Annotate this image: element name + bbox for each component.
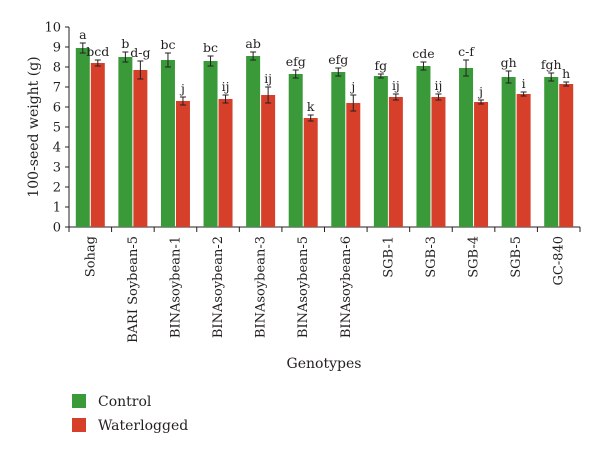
significance-label: h (562, 66, 570, 81)
y-tick-label: 9 (53, 41, 61, 56)
bar-waterlogged (431, 97, 446, 227)
significance-label: bcd (86, 44, 109, 59)
significance-label: ab (245, 36, 260, 51)
legend: Control Waterlogged (72, 394, 188, 434)
bar-control (118, 57, 133, 227)
legend-swatch-control (72, 394, 86, 408)
x-tick-label: GC-840 (552, 236, 567, 286)
significance-label: j (349, 79, 355, 94)
significance-label: efg (328, 52, 348, 67)
bar-control (331, 72, 346, 227)
x-tick-label: BINAsoybean-2 (211, 236, 226, 338)
significance-label: fgh (541, 57, 562, 72)
significance-label: j (179, 81, 185, 96)
significance-label: fg (375, 58, 388, 73)
y-tick-label: 5 (53, 121, 61, 136)
x-tick-label: BINAsoybean-1 (168, 236, 183, 338)
significance-label: efg (286, 54, 306, 69)
significance-label: b (121, 36, 129, 51)
significance-label: ij (264, 71, 272, 86)
y-axis: 0 1 2 3 4 5 6 7 8 9 10 (44, 21, 70, 236)
y-tick-label: 8 (53, 61, 61, 76)
x-tick-label: SGB-1 (381, 236, 396, 278)
x-tick-label: BINAsoybean-5 (296, 236, 311, 338)
legend-label-control: Control (98, 394, 152, 410)
bar-waterlogged (90, 63, 105, 227)
bar-waterlogged (303, 118, 318, 227)
x-tick-label: BINAsoybean-3 (254, 236, 269, 338)
x-tick-label: Sohag (83, 236, 98, 277)
significance-label: bc (203, 40, 218, 55)
significance-label: ij (222, 79, 230, 94)
bar-control (544, 77, 559, 227)
x-tick-label: BARI Soybean-5 (126, 236, 141, 343)
significance-label: bc (160, 37, 175, 52)
significance-label: gh (501, 55, 517, 70)
x-tick-label: BINAsoybean-6 (339, 236, 354, 338)
bar-control (246, 56, 261, 227)
bar-control (75, 48, 90, 227)
significance-label: cde (412, 46, 434, 61)
bar-waterlogged (346, 103, 361, 227)
y-tick-label: 0 (53, 221, 61, 236)
y-tick-label: 7 (53, 81, 61, 96)
y-tick-label: 1 (53, 201, 61, 216)
bar-waterlogged (175, 101, 190, 227)
significance-label: a (79, 27, 87, 42)
bar-waterlogged (388, 97, 403, 227)
x-axis-title: Genotypes (287, 356, 362, 372)
bar-control (373, 76, 388, 227)
x-tick-label: SGB-4 (467, 236, 482, 278)
y-tick-label: 3 (53, 161, 61, 176)
significance-label: ij (435, 78, 443, 93)
significance-label: j (477, 84, 483, 99)
significance-label: k (307, 99, 315, 114)
bar-waterlogged (559, 84, 574, 227)
y-tick-label: 2 (53, 181, 61, 196)
bar-waterlogged (474, 102, 489, 227)
bar-control (459, 68, 474, 227)
bar-waterlogged (261, 95, 276, 227)
bar-waterlogged (516, 94, 531, 227)
significance-label: d-g (130, 45, 150, 60)
x-tick-label: SGB-3 (424, 236, 439, 278)
y-tick-label: 6 (53, 101, 61, 116)
bar-control (160, 60, 175, 227)
significance-label: c-f (458, 44, 475, 59)
y-tick-label: 10 (44, 21, 61, 36)
bar-control (288, 74, 303, 227)
bar-waterlogged (133, 70, 148, 227)
bar-control (416, 66, 431, 227)
bar-control (501, 77, 516, 227)
significance-label: ij (392, 78, 400, 93)
legend-label-waterlogged: Waterlogged (98, 418, 188, 434)
significance-label: i (522, 76, 526, 91)
bar-control (203, 61, 218, 227)
y-axis-title: 100-seed weight (g) (26, 56, 42, 197)
bar-waterlogged (218, 99, 233, 227)
legend-swatch-waterlogged (72, 418, 86, 432)
x-axis: Sohag BARI Soybean-5 BINAsoybean-1 BINAsoyb… (68, 226, 581, 343)
y-tick-label: 4 (53, 141, 61, 156)
x-tick-label: SGB-5 (509, 236, 524, 278)
